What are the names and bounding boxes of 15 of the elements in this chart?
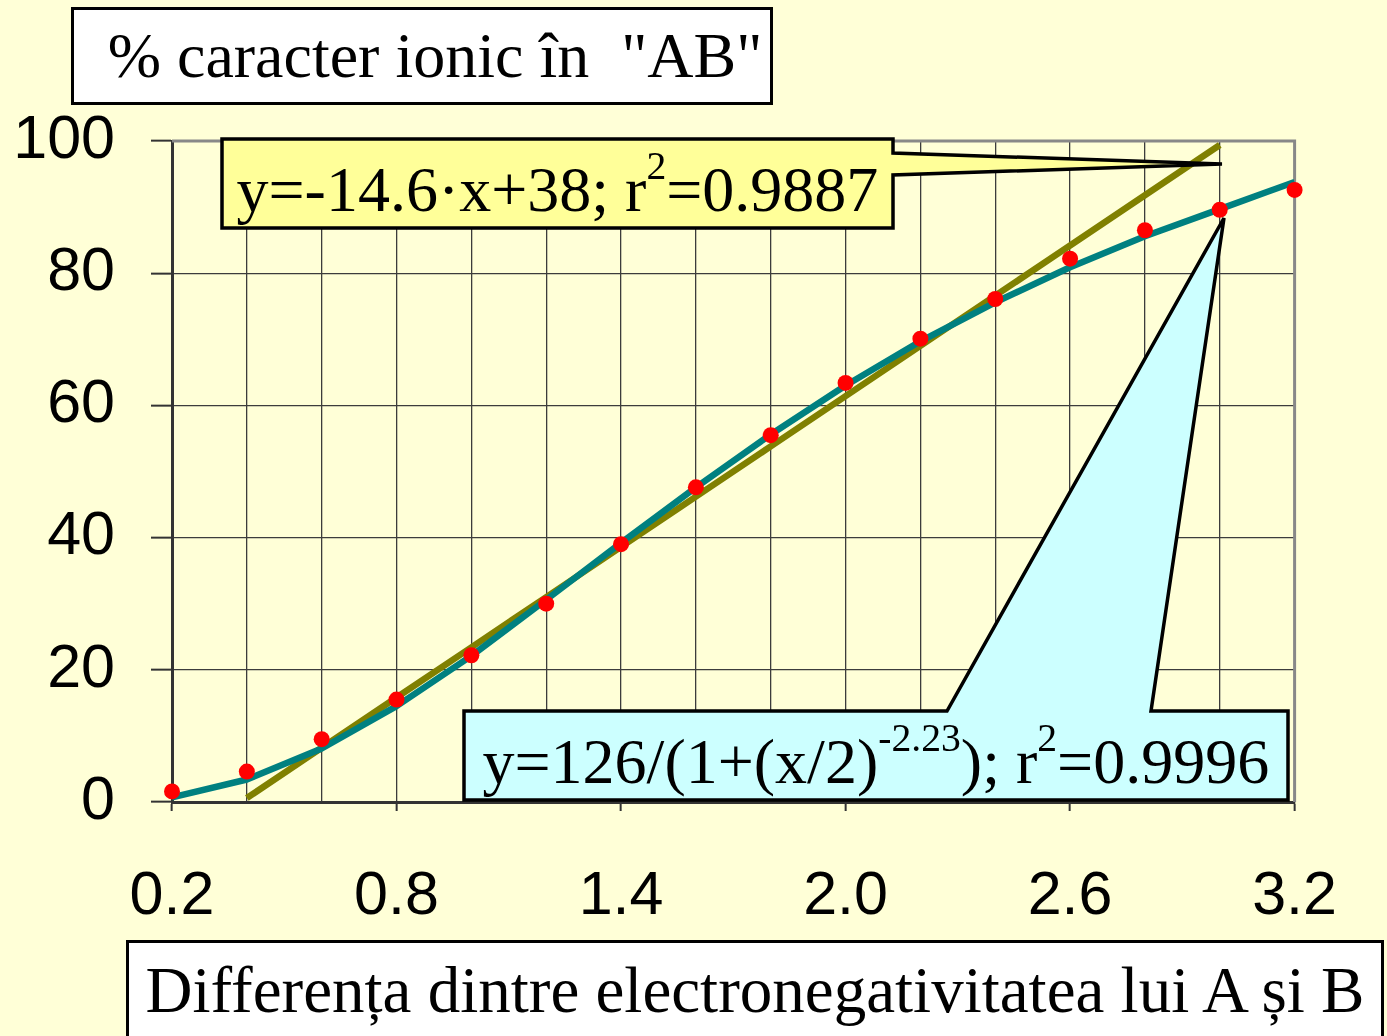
annotation: y=-14.6·x+38; r$^{2}$=0.9887 bbox=[236, 143, 879, 225]
x-tick-label: 1.4 bbox=[578, 859, 664, 928]
x-tick-label: 2.6 bbox=[1027, 859, 1113, 928]
x-tick-label: 0.2 bbox=[129, 859, 215, 928]
y-tick-label: 60 bbox=[47, 367, 115, 436]
annotation: y=126/(1+(x/2)$^{-2.23}$); r$^{2}$=0.9996 bbox=[482, 715, 1270, 797]
y-tick-label: 0 bbox=[81, 763, 115, 832]
y-tick-label: 20 bbox=[47, 631, 115, 700]
y-tick-label: 40 bbox=[47, 499, 115, 568]
x-tick-label: 3.2 bbox=[1252, 859, 1338, 928]
x-tick-label: 2.0 bbox=[803, 859, 888, 928]
y-tick-label: 80 bbox=[47, 235, 115, 304]
y-axis-title: % caracter ionic în "AB" bbox=[107, 20, 763, 91]
y-tick-label: 100 bbox=[13, 102, 115, 171]
x-tick-label: 0.8 bbox=[354, 859, 439, 928]
